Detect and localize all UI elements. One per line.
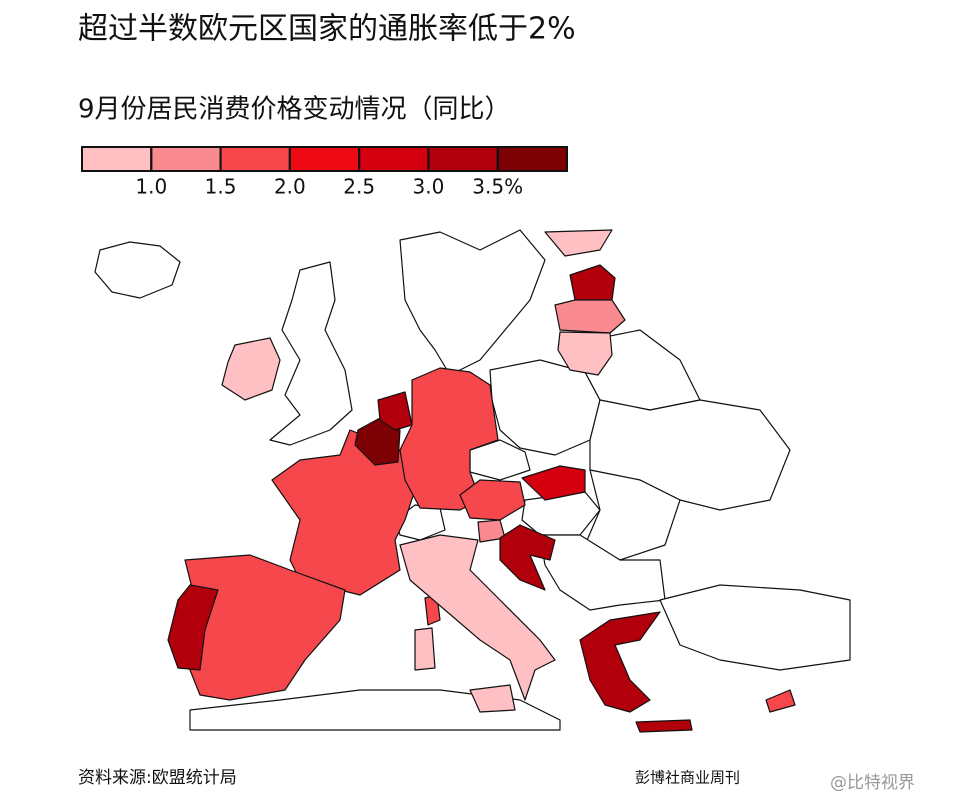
ukraine	[589, 399, 791, 511]
cyprus	[765, 689, 796, 713]
legend-swatch	[81, 146, 153, 172]
title: 超过半数欧元区国家的通胀率低于2%	[78, 12, 576, 47]
watermark: @比特视界	[830, 773, 915, 793]
sicily	[469, 684, 516, 713]
portugal	[167, 584, 219, 671]
legend-swatch	[427, 146, 499, 172]
legend-tick-label: 3.0	[413, 175, 445, 199]
legend-swatch	[150, 146, 222, 172]
subtitle: 9月份居民消费价格变动情况（同比）	[78, 95, 511, 125]
legend-swatch	[219, 146, 291, 172]
italy	[399, 534, 556, 701]
legend-tick-label: 1.5	[205, 175, 237, 199]
map	[94, 229, 851, 733]
hungary	[521, 491, 601, 536]
legend-tick-label: 2.5	[343, 175, 375, 199]
legend-tick-label: 3.5%	[472, 175, 523, 199]
sardinia	[414, 627, 436, 671]
turkey	[659, 584, 851, 671]
legend-swatch	[358, 146, 430, 172]
croatia	[499, 524, 556, 591]
legend-swatch	[288, 146, 361, 172]
legend: 1.0 1.5 2.0 2.5 3.0 3.5%	[81, 146, 569, 199]
scandinavia	[399, 229, 546, 376]
netherlands	[377, 391, 413, 431]
ireland	[221, 337, 281, 401]
credit: 彭博社商业周刊	[635, 769, 740, 787]
greece	[579, 611, 661, 713]
iceland	[94, 241, 181, 299]
slovakia	[521, 465, 586, 501]
balkans	[539, 534, 666, 611]
estonia	[569, 264, 616, 301]
romania	[584, 469, 681, 561]
source: 资料来源:欧盟统计局	[78, 768, 237, 788]
north-africa	[189, 689, 561, 731]
poland	[489, 359, 601, 456]
austria	[459, 479, 526, 521]
great-britain	[269, 261, 353, 446]
legend-tick-label: 1.0	[135, 175, 167, 199]
finland	[544, 229, 613, 257]
latvia	[554, 299, 626, 334]
legend-swatch	[496, 146, 569, 172]
legend-tick-label: 2.0	[274, 175, 306, 199]
crete	[635, 719, 693, 733]
lithuania	[557, 331, 613, 376]
